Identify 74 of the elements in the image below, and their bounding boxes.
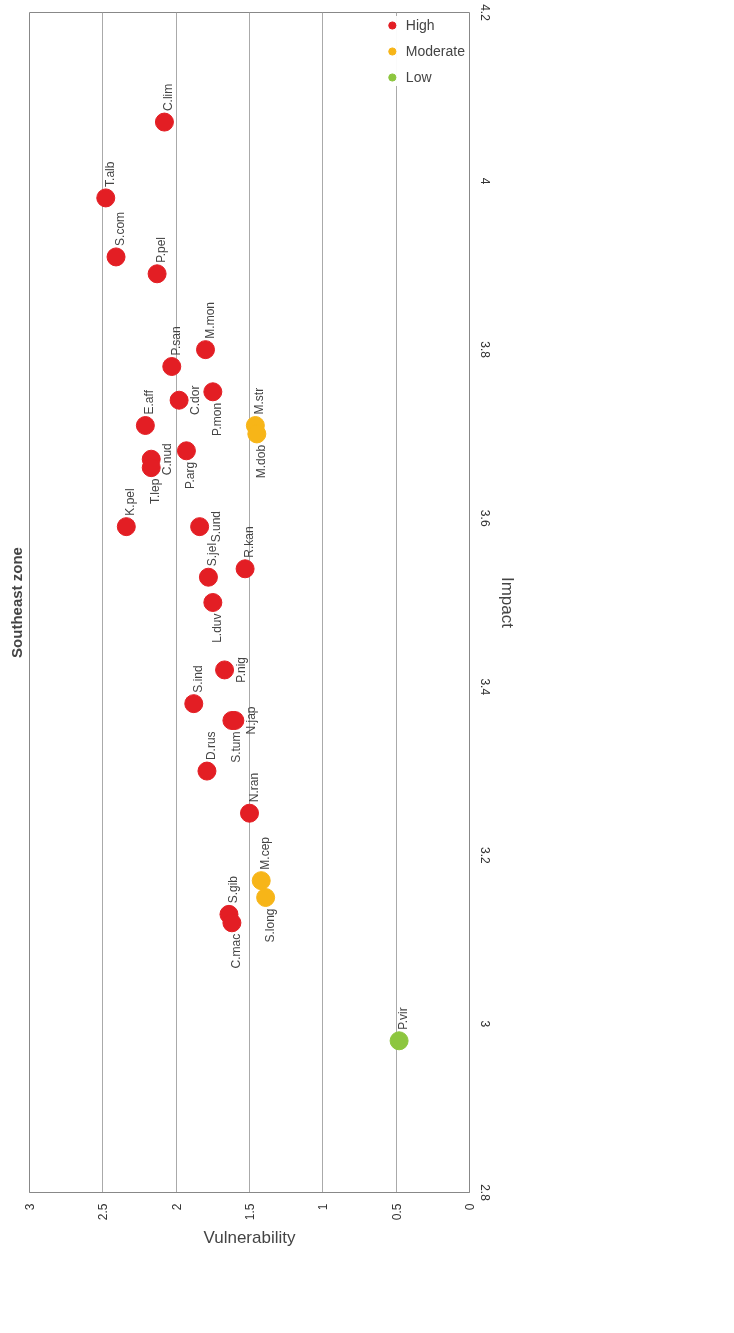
point [135, 416, 155, 435]
x-tick-label: 3 [23, 1203, 37, 1211]
y-tick-label: 3.8 [477, 341, 492, 359]
data-label: P.san [168, 326, 183, 356]
point [240, 803, 259, 823]
x-tick-label: 0.5 [389, 1203, 404, 1221]
data-label: M.str [252, 387, 267, 415]
point [203, 593, 223, 612]
x-axis-title: Vulnerability [203, 1228, 296, 1248]
data-label: C.lim [161, 83, 176, 112]
y-tick-label: 3.6 [477, 509, 492, 527]
point [106, 247, 126, 267]
y-tick-label: 3 [477, 1020, 492, 1028]
point [154, 112, 174, 132]
point [198, 567, 218, 587]
data-label: L.duv [209, 613, 224, 643]
point [256, 888, 276, 907]
point [222, 913, 242, 933]
point [116, 517, 136, 537]
data-label: M.mon [202, 301, 217, 339]
point [190, 517, 210, 537]
data-label: T.lep [148, 478, 163, 504]
point [147, 264, 167, 284]
data-label: M.cep [258, 836, 273, 870]
data-label: N.jap [243, 706, 258, 735]
data-label: S.tum [228, 731, 243, 763]
point [96, 188, 116, 208]
point [162, 357, 182, 376]
data-label: N.ran [246, 772, 261, 803]
point [197, 761, 217, 781]
data-label: P.arg [183, 461, 198, 489]
data-label: P.pel [154, 236, 169, 263]
point [215, 660, 235, 680]
data-label: C.mac [228, 933, 243, 969]
legend-label: Moderate [405, 43, 465, 59]
legend-label: Low [405, 69, 432, 85]
y-tick-label: 2.8 [477, 1184, 492, 1202]
data-label: R.kan [242, 526, 257, 558]
data-label: C.nud [160, 443, 175, 476]
point [184, 694, 204, 714]
x-tick-label: 0 [463, 1203, 477, 1211]
point [389, 1031, 409, 1051]
y-tick-label: 3.4 [477, 678, 492, 696]
data-label: S.ind [190, 665, 205, 693]
data-label: S.gib [225, 875, 240, 904]
point [196, 340, 215, 360]
text: Southeast zone [7, 547, 25, 658]
point [203, 382, 223, 402]
data-label: P.vir [396, 1007, 411, 1030]
x-tick-label: 2 [169, 1203, 184, 1211]
y-tick-label: 3.2 [477, 847, 492, 865]
x-tick-label: 1.5 [243, 1203, 257, 1221]
data-label: S.jel [205, 542, 220, 567]
y-tick-label: 4 [477, 177, 492, 185]
data-label: S.long [262, 908, 277, 943]
data-label: P.nig [233, 657, 248, 683]
data-label: T.alb [102, 161, 117, 187]
data-label: C.dor [188, 385, 203, 415]
point [251, 871, 271, 891]
data-label: E.aff [142, 389, 157, 415]
point [176, 441, 196, 461]
y-tick-label: 4.2 [477, 4, 492, 22]
x-tick-label: 2.5 [96, 1203, 111, 1221]
legend-label: High [405, 17, 435, 33]
x-tick-label: 1 [316, 1203, 331, 1211]
point [235, 559, 255, 579]
data-label: P.mon [209, 402, 224, 436]
data-label: D.rus [203, 731, 218, 761]
data-label: S.und [208, 510, 223, 543]
y-axis-title: Impact [497, 576, 517, 629]
point [169, 390, 189, 410]
data-label: S.com [113, 211, 128, 246]
data-label: K.pel [123, 488, 138, 516]
data-label: M.dob [253, 444, 268, 479]
